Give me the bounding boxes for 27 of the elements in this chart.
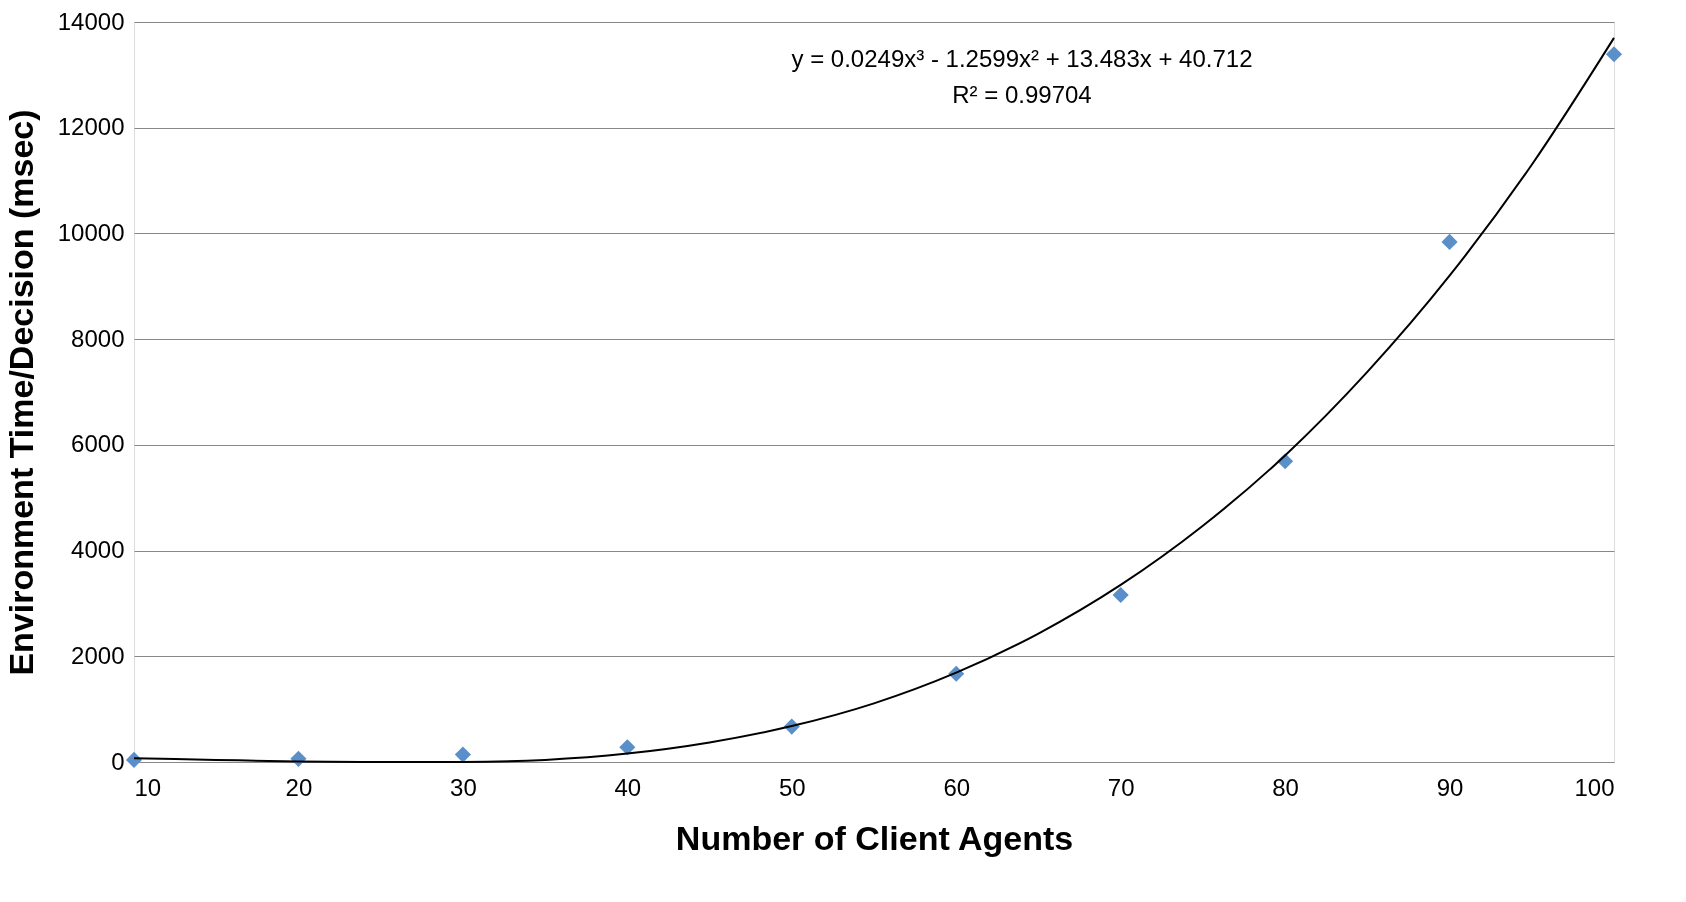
annotation: y = 0.0249x³ - 1.2599x² + 13.483x + 40.712 [791, 45, 1253, 72]
x-tick-label: 80 [1272, 773, 1299, 801]
y-tick-label: 6000 [71, 430, 125, 458]
point [1605, 46, 1623, 63]
y-tick-label: 14000 [57, 7, 125, 35]
annotation: R² = 0.99704 [952, 81, 1092, 108]
y-tick-label: 0 [111, 747, 125, 775]
x-tick-label: 70 [1107, 773, 1135, 801]
point [619, 739, 636, 756]
y-tick-label: 12000 [57, 113, 125, 141]
x-tick-label: 20 [285, 773, 313, 801]
x-tick-label: 10 [134, 773, 162, 801]
point [1441, 233, 1458, 250]
x-tick-label: 50 [778, 773, 806, 801]
point [1112, 586, 1129, 604]
point [454, 746, 471, 763]
x-tick-label: 100 [1574, 773, 1615, 801]
x-axis-title: Number of Client Agents [675, 818, 1074, 857]
y-tick-label: 8000 [71, 324, 125, 352]
y-tick-label: 2000 [71, 641, 125, 669]
y-axis-title: Environment Time/Decision (msec) [1, 109, 40, 676]
x-tick-label: 30 [450, 773, 477, 801]
x-tick-label: 90 [1436, 773, 1464, 801]
y-tick-label: 10000 [57, 218, 125, 246]
x-tick-label: 40 [614, 773, 642, 801]
x-tick-label: 60 [943, 773, 971, 801]
y-tick-label: 4000 [71, 536, 125, 564]
